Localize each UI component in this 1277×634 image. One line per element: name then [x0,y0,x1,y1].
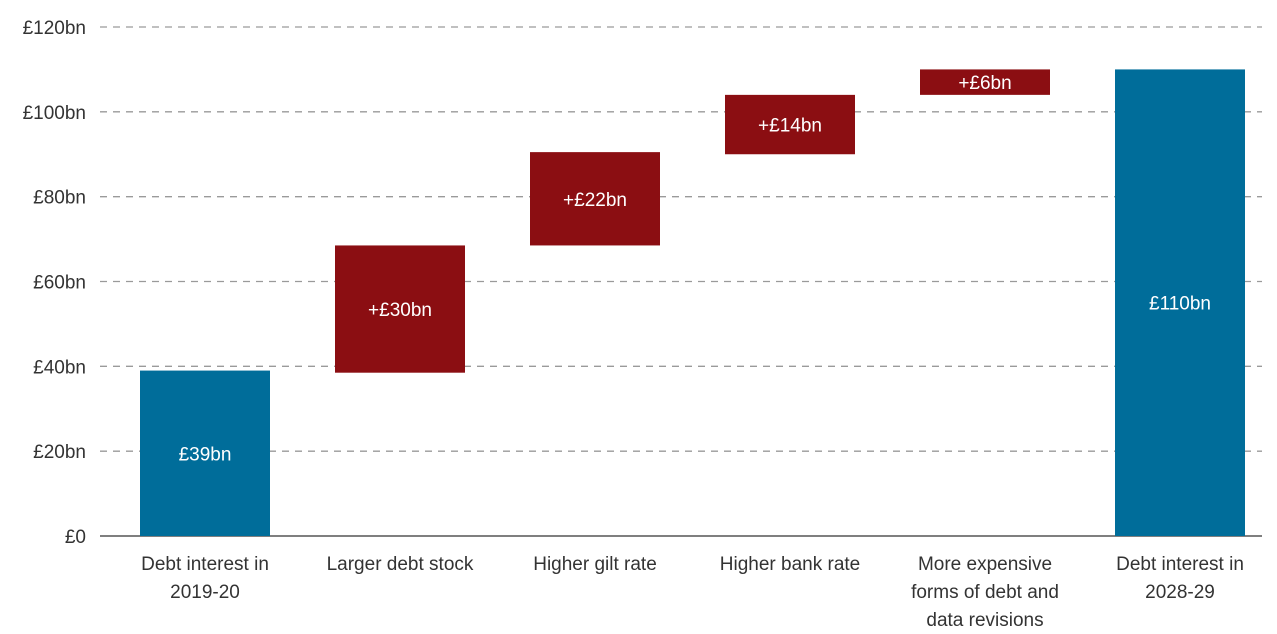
bar-value-label: +£6bn [958,73,1011,94]
category-label-line: forms of debt and [911,582,1059,603]
category-label-line: 2019-20 [170,582,240,603]
category-label: Larger debt stock [327,554,474,575]
category-label-line: Higher gilt rate [533,554,657,575]
category-label: Debt interest in 2028-29 [1116,554,1244,603]
increase-bar [530,152,660,246]
y-tick-label: £60bn [33,273,86,294]
x-axis-category-labels: Debt interest in 2019-20 Larger debt stock… [141,554,1244,631]
gridlines [100,26,1262,537]
total-bar [140,370,270,536]
y-tick-label: £100bn [23,103,86,124]
y-tick-label: £40bn [33,357,86,378]
category-label-line: data revisions [926,610,1043,631]
increase-bar [920,69,1050,95]
category-label: Debt interest in 2019-20 [141,554,269,603]
y-tick-label: £80bn [33,188,86,209]
bar-value-label: £39bn [179,444,232,465]
bar-value-label: +£30bn [368,300,432,321]
bar-value-label: +£22bn [563,190,627,211]
bar-value-label: £110bn [1149,294,1211,315]
category-label: More expensive forms of debt and data revi… [911,554,1059,631]
category-label: Higher bank rate [720,554,860,575]
bar-labels: £39bn +£30bn +£22bn +£14bn +£6bn £110bn [179,73,1211,465]
y-tick-label: £0 [65,527,86,548]
category-label-line: Debt interest in [1116,554,1244,575]
category-label-line: Higher bank rate [720,554,860,575]
category-label: Higher gilt rate [533,554,657,575]
category-label-line: Debt interest in [141,554,269,575]
y-axis-tick-labels: £0 £20bn £40bn £60bn £80bn £100bn £120bn [23,18,86,548]
y-tick-label: £20bn [33,442,86,463]
category-label-line: Larger debt stock [327,554,474,575]
category-label-line: More expensive [918,554,1052,575]
bar-value-label: +£14bn [758,116,822,137]
increase-bar [335,245,465,373]
increase-bar [725,94,855,155]
category-label-line: 2028-29 [1145,582,1215,603]
y-tick-label: £120bn [23,18,86,39]
bars [140,69,1245,537]
total-bar [1115,69,1245,537]
